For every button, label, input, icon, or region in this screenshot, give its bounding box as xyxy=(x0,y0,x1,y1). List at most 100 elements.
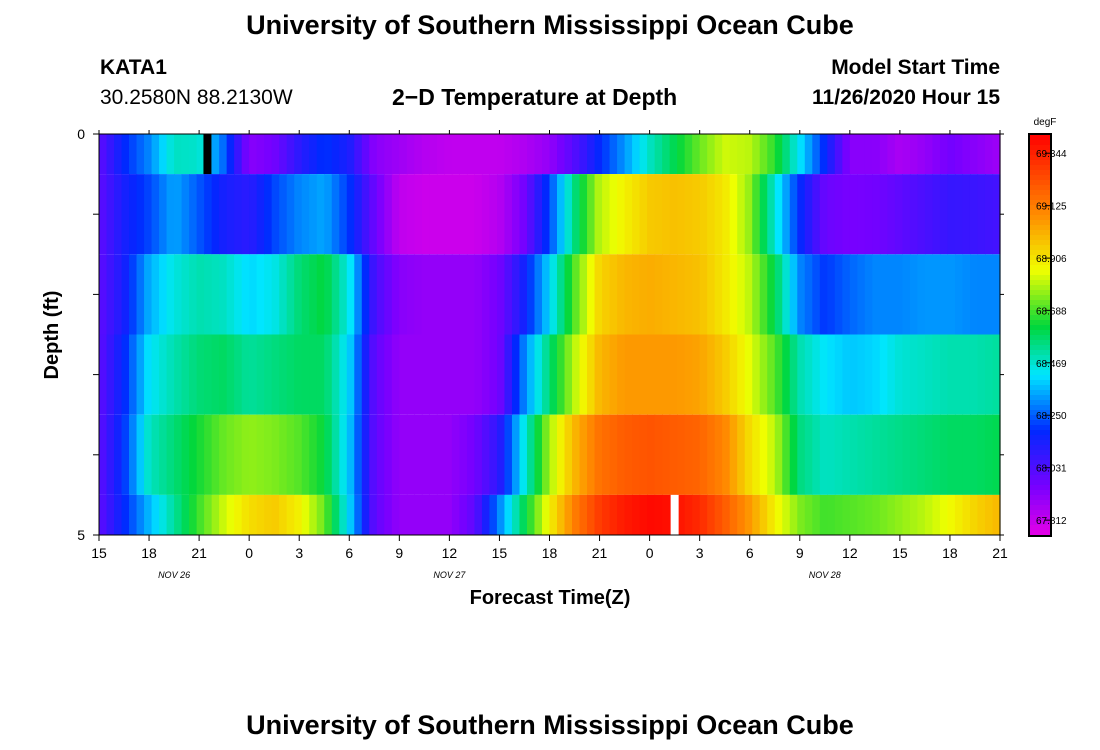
heatmap-cell xyxy=(204,334,213,415)
y-tick-label: 5 xyxy=(77,527,85,543)
heatmap-cell xyxy=(481,254,491,335)
heatmap-cell xyxy=(166,134,175,175)
heatmap-cell xyxy=(564,494,573,535)
heatmap-cell xyxy=(324,174,333,255)
heatmap-cell xyxy=(984,254,994,335)
heatmap-cell xyxy=(451,414,460,495)
heatmap-cell xyxy=(857,334,866,415)
x-tick-label: 0 xyxy=(245,545,253,561)
heatmap-cell xyxy=(106,254,115,335)
heatmap-cell xyxy=(264,334,273,415)
colorbar-segment xyxy=(1030,270,1050,276)
heatmap-cell xyxy=(939,414,949,495)
heatmap-cell xyxy=(812,334,821,415)
heatmap-cell xyxy=(279,254,288,335)
heatmap-cell xyxy=(211,494,220,535)
heatmap-cell xyxy=(451,334,460,415)
heatmap-cell xyxy=(692,334,701,415)
heatmap-cell xyxy=(526,414,536,495)
colorbar-tick-label: 67.812 xyxy=(1036,516,1067,527)
heatmap-cell xyxy=(639,134,648,175)
heatmap-cell xyxy=(414,254,423,335)
heatmap-cell xyxy=(159,254,168,335)
heatmap-cell xyxy=(647,174,656,255)
colorbar-segment xyxy=(1030,460,1050,466)
heatmap-cell xyxy=(984,134,994,175)
heatmap-cell xyxy=(331,254,340,335)
colorbar-segment xyxy=(1030,135,1050,141)
heatmap-cell xyxy=(466,414,476,495)
heatmap-cell xyxy=(489,334,498,415)
heatmap-cell xyxy=(474,174,483,255)
heatmap-cell xyxy=(587,414,596,495)
heatmap-cell xyxy=(286,414,295,495)
heatmap-cell xyxy=(789,414,798,495)
y-axis-label: Depth (ft) xyxy=(41,291,63,380)
heatmap-cell xyxy=(752,334,761,415)
heatmap-cell xyxy=(114,494,123,535)
heatmap-cell xyxy=(174,254,183,335)
heatmap-cell xyxy=(241,174,250,255)
heatmap-cell xyxy=(677,494,686,535)
heatmap-cell xyxy=(849,174,858,255)
x-tick-label: 21 xyxy=(191,545,207,561)
heatmap-cell xyxy=(767,254,776,335)
heatmap-cell xyxy=(271,334,280,415)
heatmap-cell xyxy=(414,494,423,535)
heatmap-cell xyxy=(879,134,888,175)
colorbar-segment xyxy=(1030,380,1050,386)
heatmap-cell xyxy=(354,414,363,495)
heatmap-cell xyxy=(842,174,851,255)
heatmap-cell xyxy=(992,134,1001,175)
x-tick-label: 9 xyxy=(796,545,804,561)
heatmap-cell xyxy=(737,334,746,415)
heatmap-cell xyxy=(421,494,430,535)
heatmap-cell xyxy=(782,334,791,415)
heatmap-cell xyxy=(99,494,108,535)
heatmap-cell xyxy=(181,414,190,495)
colorbar-segment xyxy=(1030,205,1050,211)
heatmap-cell xyxy=(924,414,934,495)
heatmap-cell xyxy=(662,134,671,175)
heatmap-cell xyxy=(459,494,468,535)
heatmap-cell xyxy=(481,414,491,495)
date-label: NOV 26 xyxy=(158,570,190,580)
heatmap-cell xyxy=(121,254,130,335)
heatmap-cell xyxy=(406,494,415,535)
heatmap-cell xyxy=(294,334,303,415)
heatmap-cell xyxy=(181,134,190,175)
heatmap-cell xyxy=(301,494,310,535)
heatmap-cell xyxy=(782,414,791,495)
heatmap-cell xyxy=(924,334,934,415)
heatmap-cell xyxy=(391,134,400,175)
heatmap-cell xyxy=(114,334,123,415)
colorbar-segment xyxy=(1030,195,1050,201)
colorbar-segment xyxy=(1030,215,1050,221)
heatmap-cell xyxy=(939,334,949,415)
heatmap-cell xyxy=(324,414,333,495)
heatmap-cell xyxy=(962,414,971,495)
heatmap-cell xyxy=(842,334,851,415)
colorbar-segment xyxy=(1030,520,1050,526)
heatmap-cell xyxy=(624,254,633,335)
heatmap-cell xyxy=(159,334,168,415)
heatmap-cell xyxy=(121,174,130,255)
heatmap-cell xyxy=(429,174,438,255)
heatmap-cell xyxy=(166,254,175,335)
colorbar-segment xyxy=(1030,310,1050,316)
colorbar-segment xyxy=(1030,345,1050,351)
heatmap-cell xyxy=(797,254,806,335)
heatmap-cell xyxy=(909,334,919,415)
heatmap-cell xyxy=(166,174,175,255)
heatmap-cell xyxy=(662,334,671,415)
colorbar-segment xyxy=(1030,265,1050,271)
heatmap-cell xyxy=(917,414,926,495)
heatmap-cell xyxy=(526,334,536,415)
heatmap-cell xyxy=(189,494,198,535)
heatmap-cell xyxy=(376,254,385,335)
heatmap-cell xyxy=(639,414,648,495)
heatmap-cell xyxy=(256,134,265,175)
colorbar-segment xyxy=(1030,435,1050,441)
heatmap-cell xyxy=(954,134,964,175)
x-tick-label: 12 xyxy=(842,545,858,561)
